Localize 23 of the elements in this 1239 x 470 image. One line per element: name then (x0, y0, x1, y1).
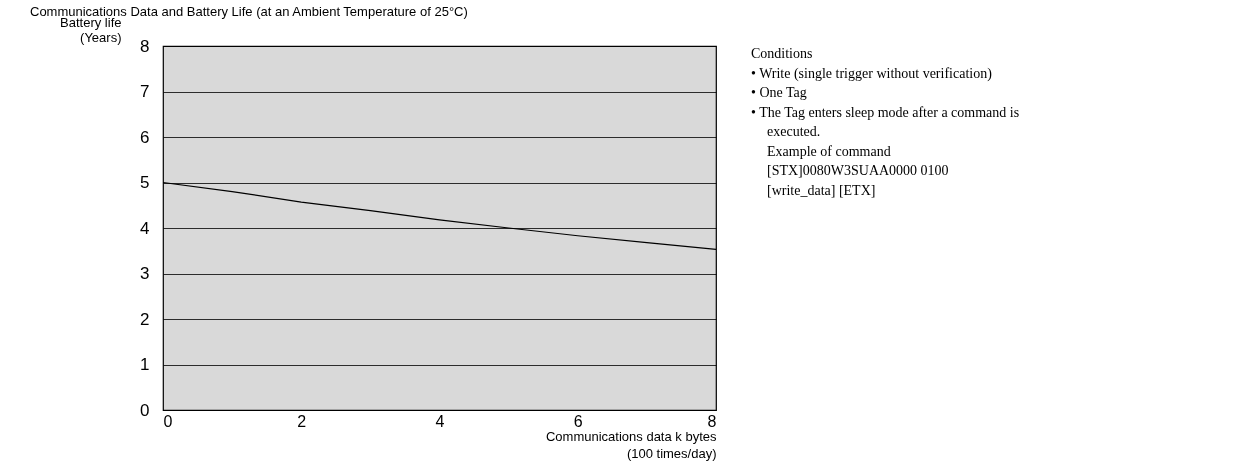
x-tick-label: 4 (435, 412, 445, 430)
x-tick-label: 0 (163, 412, 173, 430)
text: Conditions (751, 46, 813, 61)
y-tick-label: 7 (140, 82, 150, 101)
text: Example of command (767, 143, 891, 159)
y-tick-label: 5 (140, 173, 150, 192)
text: • Write (single trigger without verification) (751, 65, 993, 82)
y-tick-label: 4 (140, 218, 150, 238)
y-tick-label: 3 (140, 264, 150, 283)
text: executed. (767, 124, 821, 139)
chart-title: Communications Data and Battery Life (at an Ambient Temperature of 25°C) (30, 4, 468, 19)
y-tick-label: 8 (140, 36, 150, 56)
text: [STX]0080W3SUAA0000 0100 (767, 163, 949, 178)
y-tick-label: 6 (140, 127, 150, 147)
x-tick-label: 6 (573, 412, 583, 430)
x-axis-title: Communications data k bytes (100 times/day) (545, 428, 717, 461)
text: • The Tag enters sleep mode after a command is (751, 104, 1020, 120)
y-tick-label: 2 (140, 309, 150, 329)
text: • One Tag (751, 85, 807, 100)
x-tick-label: 2 (297, 412, 307, 430)
x-tick-label: 8 (707, 412, 717, 430)
text: [write_data] [ETX] (767, 182, 876, 198)
y-tick-label: 1 (140, 355, 150, 374)
